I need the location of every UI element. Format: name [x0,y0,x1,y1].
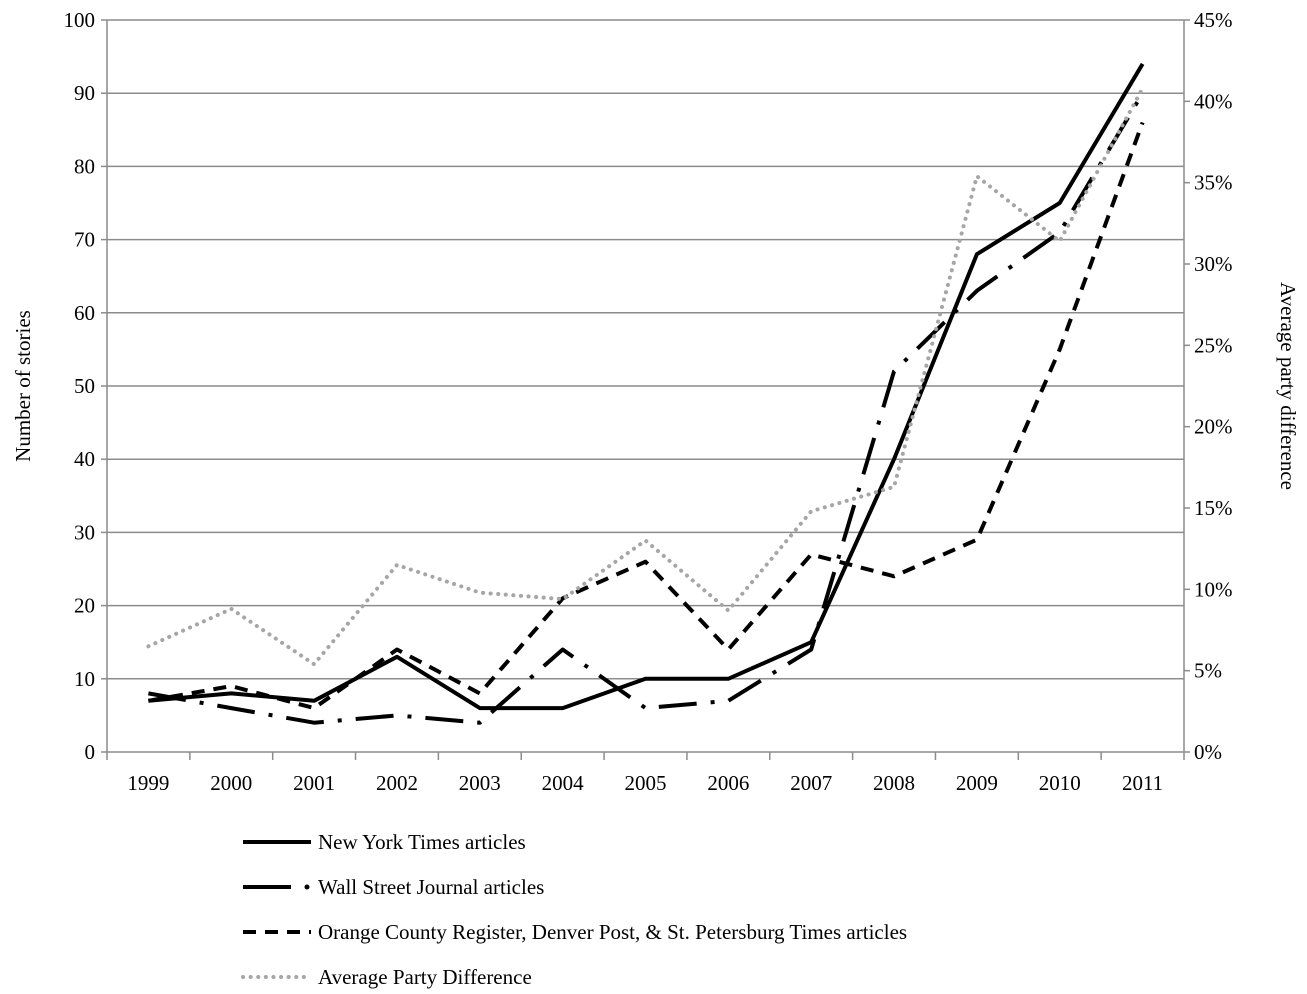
right-tick-label: 45% [1194,8,1233,32]
right-axis-title: Average party difference [1276,282,1300,490]
left-tick-label: 20 [74,594,95,618]
axes [106,20,1185,760]
right-tick-label: 15% [1194,496,1233,520]
legend-label-3: Orange County Register, Denver Post, & S… [318,920,907,944]
x-tick-label: 2002 [376,771,418,795]
right-tick-label: 35% [1194,171,1233,195]
left-tick-label: 80 [74,154,95,178]
left-tick-label: 50 [74,374,95,398]
x-tick-label: 2010 [1039,771,1081,795]
series-line-2 [148,92,1145,725]
left-tick-label: 90 [74,81,95,105]
x-tick-label: 2009 [956,771,998,795]
x-tick-label: 2005 [625,771,667,795]
x-tick-label: 2000 [210,771,252,795]
right-tick-label: 30% [1194,252,1233,276]
left-axis-title: Number of stories [11,310,35,462]
left-tick-label: 30 [74,520,95,544]
right-tick-label: 20% [1194,415,1233,439]
legend-label-4: Average Party Difference [318,965,532,989]
x-tick-label: 2004 [542,771,585,795]
legend-label-2: Wall Street Journal articles [318,875,544,899]
series-line-3 [148,121,1145,711]
right-tick-label: 5% [1194,659,1222,683]
legend: New York Times articles Wall Street Journ… [241,830,907,989]
left-axis-tick-labels: 0 10 20 30 40 50 60 70 80 90 100 [64,8,96,764]
legend-swatch-dot-2 [304,884,310,890]
legend-label-1: New York Times articles [318,830,526,854]
gridlines [101,19,1190,753]
left-tick-label: 0 [85,740,96,764]
left-tick-label: 100 [64,8,96,32]
left-tick-label: 70 [74,228,95,252]
series-lines [146,62,1145,725]
x-tick-label: 2006 [707,771,749,795]
right-axis-tick-labels: 0% 5% 10% 15% 20% 25% 30% 35% 40% 45% [1194,8,1233,764]
x-tick-label: 2011 [1122,771,1163,795]
right-tick-label: 25% [1194,333,1233,357]
right-tick-label: 0% [1194,740,1222,764]
x-axis-tick-labels: 1999 2000 2001 2002 2003 2004 2005 2006 2007 2008… [127,771,1163,795]
left-tick-label: 60 [74,301,95,325]
x-tick-label: 2007 [790,771,832,795]
left-tick-label: 40 [74,447,95,471]
x-tick-label: 2001 [293,771,335,795]
right-tick-label: 40% [1194,89,1233,113]
x-tick-label: 1999 [127,771,169,795]
series-line-1 [148,62,1145,711]
x-tick-label: 2003 [459,771,501,795]
series-line-4 [146,86,1145,667]
x-tick-label: 2008 [873,771,915,795]
right-tick-label: 10% [1194,577,1233,601]
left-tick-label: 10 [74,667,95,691]
